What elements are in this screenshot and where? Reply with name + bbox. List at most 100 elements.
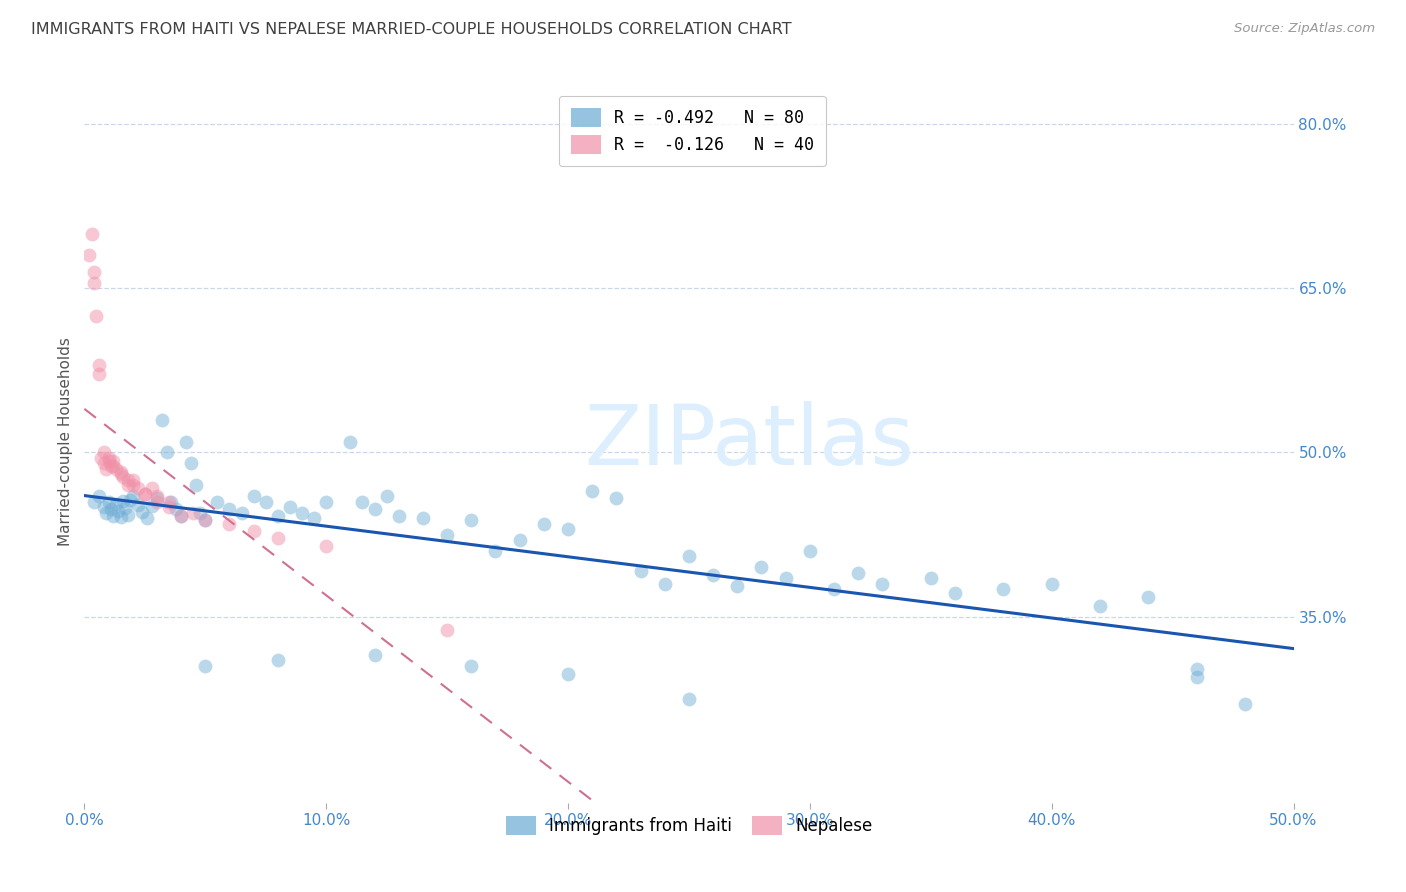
Point — [83, 494, 105, 508]
Point — [180, 457, 202, 471]
Point — [93, 457, 115, 471]
Point — [436, 527, 458, 541]
Point — [112, 493, 135, 508]
Point — [267, 653, 290, 667]
Point — [170, 508, 193, 523]
Point — [121, 478, 143, 492]
Point — [678, 691, 700, 706]
Point — [1185, 670, 1208, 684]
Point — [155, 445, 177, 459]
Point — [90, 450, 112, 465]
Point — [146, 489, 169, 503]
Point — [117, 508, 139, 522]
Point — [86, 309, 108, 323]
Point — [121, 489, 143, 503]
Point — [141, 499, 163, 513]
Point — [194, 513, 217, 527]
Point — [363, 648, 385, 662]
Y-axis label: Married-couple Households: Married-couple Households — [58, 337, 73, 546]
Point — [242, 489, 264, 503]
Point — [846, 566, 869, 580]
Point — [1040, 577, 1063, 591]
Point — [157, 494, 180, 508]
Point — [94, 506, 117, 520]
Point — [581, 483, 603, 498]
Point — [77, 248, 100, 262]
Point — [134, 487, 156, 501]
Point — [484, 544, 506, 558]
Point — [112, 469, 135, 483]
Point — [94, 462, 117, 476]
Point — [460, 513, 482, 527]
Point — [83, 276, 105, 290]
Point — [103, 454, 125, 468]
Point — [107, 503, 129, 517]
Point — [412, 511, 434, 525]
Point — [388, 508, 411, 523]
Point — [97, 454, 120, 468]
Point — [110, 467, 132, 482]
Point — [242, 524, 264, 539]
Point — [165, 502, 187, 516]
Point — [654, 577, 676, 591]
Point — [93, 445, 115, 459]
Point — [83, 265, 105, 279]
Point — [97, 494, 120, 508]
Point — [291, 506, 314, 520]
Point — [943, 585, 966, 599]
Point — [267, 508, 290, 523]
Point — [436, 623, 458, 637]
Point — [1185, 662, 1208, 676]
Point — [170, 508, 193, 523]
Point — [87, 358, 110, 372]
Point — [702, 568, 724, 582]
Point — [134, 487, 156, 501]
Point — [174, 434, 197, 449]
Point — [533, 516, 555, 531]
Legend: Immigrants from Haiti, Nepalese: Immigrants from Haiti, Nepalese — [499, 809, 879, 841]
Point — [231, 506, 253, 520]
Point — [751, 560, 773, 574]
Point — [181, 506, 204, 520]
Point — [460, 659, 482, 673]
Point — [509, 533, 531, 547]
Text: Source: ZipAtlas.com: Source: ZipAtlas.com — [1234, 22, 1375, 36]
Point — [150, 412, 173, 426]
Point — [194, 659, 217, 673]
Point — [136, 511, 159, 525]
Point — [110, 465, 132, 479]
Point — [302, 511, 325, 525]
Text: ZIPatlas: ZIPatlas — [585, 401, 914, 482]
Point — [146, 491, 169, 506]
Point — [1234, 698, 1257, 712]
Point — [141, 481, 163, 495]
Point — [375, 489, 398, 503]
Point — [352, 494, 374, 508]
Point — [254, 494, 277, 508]
Point — [117, 478, 139, 492]
Point — [157, 500, 180, 515]
Point — [218, 502, 240, 516]
Point — [110, 510, 132, 524]
Point — [799, 544, 821, 558]
Text: IMMIGRANTS FROM HAITI VS NEPALESE MARRIED-COUPLE HOUSEHOLDS CORRELATION CHART: IMMIGRANTS FROM HAITI VS NEPALESE MARRIE… — [31, 22, 792, 37]
Point — [87, 367, 110, 381]
Point — [97, 450, 120, 465]
Point — [678, 549, 700, 564]
Point — [104, 462, 127, 476]
Point — [557, 522, 579, 536]
Point — [315, 494, 337, 508]
Point — [117, 473, 139, 487]
Point — [630, 564, 652, 578]
Point — [207, 494, 229, 508]
Point — [823, 582, 845, 597]
Point — [127, 498, 149, 512]
Point — [100, 502, 122, 516]
Point — [160, 494, 183, 508]
Point — [339, 434, 361, 449]
Point — [184, 478, 207, 492]
Point — [87, 489, 110, 503]
Point — [127, 481, 149, 495]
Point — [100, 458, 122, 473]
Point — [194, 513, 217, 527]
